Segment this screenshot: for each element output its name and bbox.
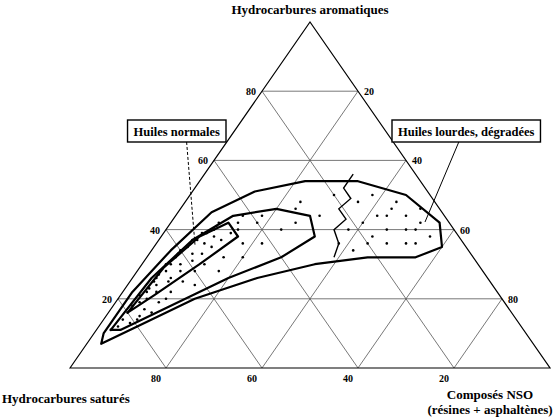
annotation: Huiles normales bbox=[128, 120, 226, 142]
data-point bbox=[194, 284, 197, 287]
data-point bbox=[165, 298, 168, 301]
data-point bbox=[237, 228, 240, 231]
data-point bbox=[222, 256, 225, 259]
data-point bbox=[357, 201, 360, 204]
data-point bbox=[318, 215, 321, 218]
data-point bbox=[237, 221, 240, 224]
data-point bbox=[191, 253, 194, 256]
tick-label: 20 bbox=[364, 86, 374, 97]
plot-data bbox=[101, 174, 442, 344]
data-point bbox=[213, 235, 216, 238]
tick-label: 40 bbox=[343, 373, 353, 384]
grid-line bbox=[262, 160, 406, 368]
data-point bbox=[122, 318, 125, 321]
data-point bbox=[158, 301, 161, 304]
data-point bbox=[280, 228, 283, 231]
data-point bbox=[362, 221, 365, 224]
data-point bbox=[405, 215, 408, 218]
data-point bbox=[242, 256, 245, 259]
contour bbox=[128, 223, 238, 313]
data-point bbox=[167, 280, 170, 283]
grid-line bbox=[358, 230, 454, 368]
data-point bbox=[230, 232, 233, 235]
data-point bbox=[191, 259, 194, 262]
data-point bbox=[386, 215, 389, 218]
tick-label: 40 bbox=[412, 155, 422, 166]
data-point bbox=[138, 315, 141, 318]
data-point bbox=[405, 242, 408, 245]
data-point bbox=[299, 201, 302, 204]
tick-label: 20 bbox=[102, 294, 112, 305]
data-point bbox=[210, 246, 213, 249]
tick-label: 40 bbox=[150, 225, 160, 236]
data-point bbox=[242, 242, 245, 245]
data-point bbox=[203, 242, 206, 245]
data-point bbox=[294, 221, 297, 224]
data-point bbox=[352, 249, 355, 252]
contour bbox=[101, 181, 442, 344]
data-point bbox=[376, 215, 379, 218]
tick-label: 60 bbox=[247, 373, 257, 384]
annotation-text: Huiles lourdes, dégradées bbox=[398, 125, 535, 139]
data-point bbox=[117, 325, 120, 328]
data-point bbox=[429, 235, 432, 238]
annotation: Huiles lourdes, dégradées bbox=[392, 120, 540, 142]
data-point bbox=[333, 194, 336, 197]
data-point bbox=[371, 194, 374, 197]
data-point bbox=[261, 242, 264, 245]
data-point bbox=[165, 270, 168, 273]
axis-title: Hydrocarbures aromatiques bbox=[231, 2, 388, 17]
tick-label: 60 bbox=[198, 155, 208, 166]
annotation-text: Huiles normales bbox=[134, 125, 221, 139]
data-point bbox=[179, 263, 182, 266]
tick-label: 60 bbox=[460, 225, 470, 236]
triangle-frame bbox=[70, 22, 550, 368]
ternary-chart: 20 40 60 80 20 40 60 80 20 40 60 80 Hydrocarbures ar… bbox=[0, 0, 558, 419]
grid-line bbox=[214, 160, 358, 368]
data-point bbox=[261, 215, 264, 218]
data-point bbox=[256, 221, 259, 224]
data-point bbox=[194, 270, 197, 273]
data-point bbox=[414, 228, 417, 231]
data-point bbox=[405, 228, 408, 231]
data-point bbox=[170, 277, 173, 280]
data-point bbox=[182, 280, 185, 283]
leader-line bbox=[187, 142, 195, 245]
data-point bbox=[220, 239, 223, 242]
leader-line bbox=[425, 142, 459, 222]
data-point bbox=[347, 228, 350, 231]
data-point bbox=[179, 270, 182, 273]
data-point bbox=[143, 308, 146, 311]
axis-title: Hydrocarbures saturés bbox=[2, 391, 130, 406]
data-point bbox=[390, 208, 393, 211]
data-point bbox=[419, 221, 422, 224]
tick-label: 20 bbox=[439, 373, 449, 384]
annotation-box bbox=[392, 120, 540, 142]
data-point bbox=[386, 228, 389, 231]
data-point bbox=[203, 263, 206, 266]
tick-label: 80 bbox=[246, 86, 256, 97]
data-point bbox=[395, 201, 398, 204]
axis-title: Composés NSO bbox=[447, 387, 533, 402]
data-point bbox=[218, 270, 221, 273]
data-point bbox=[155, 284, 158, 287]
data-point bbox=[366, 242, 369, 245]
grid-line bbox=[262, 91, 358, 92]
annotation-box bbox=[128, 120, 226, 142]
tick-label: 80 bbox=[151, 373, 161, 384]
data-point bbox=[170, 291, 173, 294]
data-point bbox=[294, 208, 297, 211]
contour bbox=[111, 209, 315, 330]
data-point bbox=[386, 242, 389, 245]
axis-subtitle: (résines + asphaltènes) bbox=[427, 402, 552, 417]
boundary-line bbox=[334, 174, 353, 257]
data-point bbox=[371, 235, 374, 238]
data-point bbox=[201, 253, 204, 256]
data-point bbox=[414, 242, 417, 245]
grid-line bbox=[454, 299, 502, 368]
tick-label: 80 bbox=[508, 294, 518, 305]
